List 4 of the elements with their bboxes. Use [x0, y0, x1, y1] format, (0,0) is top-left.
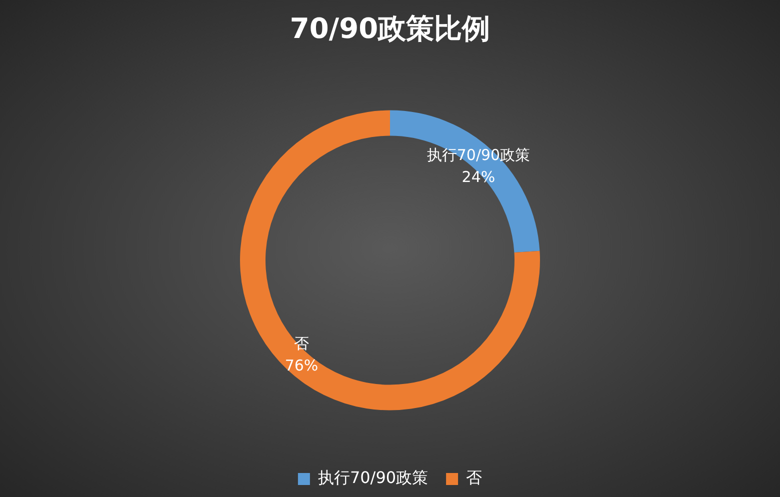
legend-label: 执行70/90政策 — [318, 468, 428, 488]
chart-title: 70/90政策比例 — [290, 12, 490, 46]
legend-label: 否 — [466, 468, 482, 488]
data-label: 76% — [284, 356, 318, 374]
